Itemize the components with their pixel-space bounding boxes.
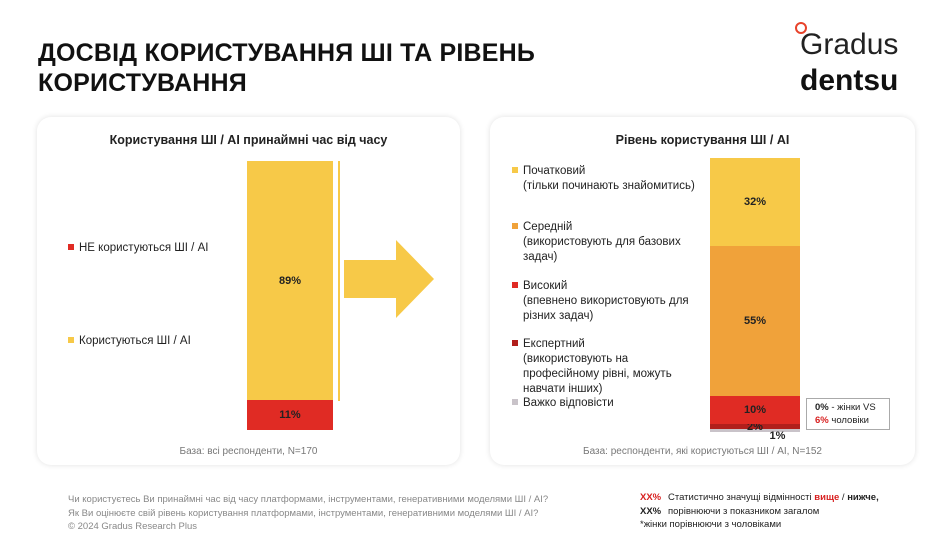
- value-label: 11%: [279, 409, 301, 422]
- footer-line: Як Ви оцінюєте свій рівень користування …: [68, 507, 539, 519]
- note-marker: XX%: [640, 492, 662, 503]
- value-label: 10%: [743, 404, 767, 417]
- title-line: КОРИСТУВАННЯ: [38, 69, 247, 97]
- legend-description: (використовують на професійному рівні, м…: [523, 353, 672, 395]
- annotation-line: 6% чоловіки: [815, 414, 889, 427]
- legend-label: НЕ користуються ШІ / AI: [79, 242, 209, 254]
- bar-segment: [247, 161, 333, 401]
- logo-dentsu: dentsu: [800, 64, 899, 97]
- legend-swatch: [512, 223, 518, 229]
- arrow: [344, 240, 434, 318]
- page-title: ДОСВІД КОРИСТУВАННЯ ШІ ТА РІВЕНЬ КОРИСТУ…: [38, 38, 535, 98]
- annotation-text: - жінки VS: [831, 402, 876, 413]
- bar-segment: [710, 245, 800, 397]
- legend-item: Високий (впевнено використовують для різн…: [512, 279, 702, 324]
- legend-item: Користуються ШІ / AI: [68, 334, 258, 349]
- footer-line: Чи користуєтесь Ви принаймні час від час…: [68, 494, 549, 505]
- legend-description: (тільки починають знайомитись): [523, 180, 695, 192]
- footer-questions: Чи користуєтесь Ви принаймні час від час…: [68, 493, 548, 534]
- footer-line: © 2024 Gradus Research Plus: [68, 521, 197, 532]
- legend-item: Експертний (використовують на професійном…: [512, 337, 702, 397]
- note-text: *жінки порівнюючи з чоловіками: [640, 519, 782, 530]
- legend-item: Середній (використовують для базових зада…: [512, 220, 702, 265]
- legend-label: Важко відповісти: [523, 397, 614, 409]
- annotation-value: 0%: [815, 402, 829, 413]
- footer-notes: XX% Статистично значущі відмінності вище …: [640, 491, 879, 532]
- bar-segment: [710, 396, 800, 424]
- note-line: *жінки порівнюючи з чоловіками: [640, 518, 879, 532]
- bar-segment: [710, 429, 800, 432]
- chart-title: Користування ШІ / AI принаймні час від ч…: [109, 133, 388, 147]
- legend-description: (використовують для базових задач): [523, 236, 681, 263]
- note-line: XX% Статистично значущі відмінності вище …: [640, 491, 879, 505]
- annotation-text: чоловіки: [831, 415, 869, 426]
- legend-description: (впевнено використовують для різних зада…: [523, 295, 689, 322]
- base-note: База: всі респонденти, N=170: [179, 446, 318, 457]
- arrow-shape: [344, 240, 434, 318]
- legend-label: Середній: [523, 221, 573, 233]
- note-line: XX% порівнюючи з показником загалом: [640, 505, 879, 519]
- legend-swatch: [512, 399, 518, 405]
- legend-swatch: [68, 337, 74, 343]
- logo-dot: [795, 22, 807, 34]
- logo-gradus: Gradus: [800, 28, 899, 61]
- legend-swatch: [512, 340, 518, 346]
- title-line: ДОСВІД КОРИСТУВАННЯ ШІ ТА РІВЕНЬ: [38, 39, 536, 67]
- note-text: /: [841, 492, 845, 503]
- bar-segment: [247, 400, 333, 430]
- legend-swatch: [512, 282, 518, 288]
- annotation-line: 0% - жінки VS: [815, 401, 889, 414]
- note-text: нижче,: [847, 492, 879, 503]
- value-label: 89%: [278, 274, 302, 287]
- note-marker: XX%: [640, 505, 662, 517]
- note-text: порівнюючи з показником загалом: [668, 505, 820, 517]
- annotation-box: 0% - жінки VS 6% чоловіки: [806, 398, 890, 430]
- annotation-value: 6%: [815, 415, 829, 426]
- base-note: База: респонденти, які користуються ШІ /…: [583, 446, 822, 457]
- legend-item: Початковий (тільки починають знайомитись): [512, 164, 702, 194]
- legend-swatch: [512, 167, 518, 173]
- bar-accent: [338, 161, 340, 401]
- value-label: 32%: [743, 195, 767, 208]
- note-text: вище: [814, 492, 840, 503]
- legend-label: Експертний: [523, 338, 585, 350]
- legend-item: Важко відповісти: [512, 396, 702, 411]
- legend-swatch: [68, 244, 74, 250]
- bar-segment: [710, 423, 800, 430]
- legend-label: Високий: [523, 280, 568, 292]
- legend-label: Користуються ШІ / AI: [79, 335, 191, 347]
- bar-segment: [710, 158, 800, 246]
- legend-label: Початковий: [523, 165, 586, 177]
- chart-title: Рівень користування ШІ / AI: [615, 133, 790, 147]
- value-label: 1%: [769, 430, 786, 442]
- legend-item: НЕ користуються ШІ / AI: [68, 241, 258, 256]
- note-text: Статистично значущі відмінності: [668, 492, 812, 503]
- value-label: 55%: [743, 315, 767, 328]
